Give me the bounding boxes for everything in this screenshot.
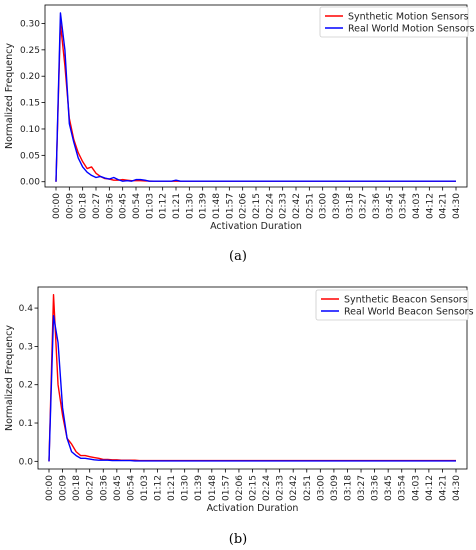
- x-tick-label: 00:00: [45, 475, 55, 501]
- x-tick-label: 00:54: [132, 193, 142, 219]
- x-tick-label: 00:36: [105, 193, 115, 219]
- x-tick-label: 02:24: [265, 193, 275, 219]
- x-tick-label: 01:03: [140, 475, 150, 501]
- y-tick-label: 0.3: [19, 342, 33, 352]
- x-tick-label: 01:30: [185, 193, 195, 219]
- x-tick-label: 00:45: [119, 193, 129, 219]
- x-tick-label: 00:09: [65, 193, 75, 219]
- x-tick-label: 03:18: [345, 193, 355, 219]
- y-axis: 0.0 0.1 0.2 0.3 0.4: [19, 304, 38, 467]
- x-tick-label: 02:51: [305, 193, 315, 219]
- x-axis: 00:00 00:09 00:18 00:27 00:36 00:45 00:54 01:03…: [52, 187, 462, 219]
- y-tick-label: 0.00: [20, 178, 40, 188]
- x-tick-label: 03:54: [398, 475, 408, 501]
- y-axis: 0.00 0.05 0.10 0.15 0.20 0.25 0.30: [20, 19, 45, 188]
- x-tick-label: 02:06: [239, 193, 249, 219]
- chart-a-caption: (a): [229, 249, 247, 264]
- legend-label: Real World Beacon Sensors: [344, 306, 474, 317]
- y-axis-title: Normalized Frequency: [4, 325, 15, 431]
- x-tick-label: 04:30: [452, 193, 462, 219]
- x-tick-label: 02:42: [289, 475, 299, 501]
- y-tick-label: 0.4: [19, 304, 34, 314]
- x-tick-label: 03:00: [319, 193, 329, 219]
- x-tick-label: 02:51: [303, 475, 313, 501]
- x-tick-label: 00:18: [79, 193, 89, 219]
- x-tick-label: 04:12: [425, 475, 435, 501]
- x-tick-label: 00:27: [92, 193, 102, 219]
- chart-b: 0.0 0.1 0.2 0.3 0.4 00:00 00:09 00:18 00:27 00:36…: [4, 286, 474, 514]
- y-tick-label: 0.25: [20, 46, 40, 56]
- legend-label: Synthetic Beacon Sensors: [344, 294, 468, 305]
- x-tick-label: 03:54: [399, 193, 409, 219]
- x-tick-label: 01:48: [212, 193, 222, 219]
- x-tick-label: 00:27: [86, 475, 96, 501]
- x-tick-label: 04:30: [452, 475, 462, 501]
- y-tick-label: 0.20: [20, 72, 40, 82]
- x-tick-label: 01:39: [194, 475, 204, 501]
- y-tick-label: 0.0: [19, 457, 34, 467]
- x-tick-label: 04:03: [411, 475, 421, 501]
- y-tick-label: 0.15: [20, 99, 40, 109]
- x-tick-label: 03:09: [332, 193, 342, 219]
- y-tick-label: 0.10: [20, 125, 40, 135]
- x-tick-label: 01:48: [208, 475, 218, 501]
- y-tick-label: 0.30: [20, 19, 40, 29]
- x-tick-label: 01:12: [154, 475, 164, 501]
- x-tick-label: 02:24: [262, 475, 272, 501]
- series-group: [48, 293, 456, 462]
- series-line-2: [48, 315, 456, 462]
- series-group: [55, 12, 456, 182]
- x-tick-label: 04:03: [412, 193, 422, 219]
- x-axis-title: Activation Duration: [207, 503, 299, 514]
- series-line-2: [55, 12, 456, 182]
- x-tick-label: 00:09: [59, 475, 69, 501]
- x-tick-label: 01:57: [221, 475, 231, 501]
- x-tick-label: 00:36: [99, 475, 109, 501]
- x-tick-label: 02:33: [279, 193, 289, 219]
- x-tick-label: 03:45: [384, 475, 394, 501]
- x-tick-label: 02:15: [249, 475, 259, 501]
- x-tick-label: 03:27: [357, 475, 367, 501]
- x-axis-title: Activation Duration: [210, 221, 302, 232]
- series-line-1: [55, 22, 456, 182]
- x-tick-label: 04:21: [438, 475, 448, 501]
- legend-label: Real World Motion Sensors: [348, 23, 475, 34]
- x-tick-label: 01:21: [167, 475, 177, 501]
- x-tick-label: 03:00: [316, 475, 326, 501]
- x-tick-label: 02:42: [292, 193, 302, 219]
- x-tick-label: 02:06: [235, 475, 245, 501]
- x-tick-label: 01:39: [199, 193, 209, 219]
- x-tick-label: 03:09: [330, 475, 340, 501]
- x-tick-label: 01:21: [172, 193, 182, 219]
- x-tick-label: 00:00: [52, 193, 62, 219]
- y-tick-label: 0.1: [19, 419, 33, 429]
- x-tick-label: 04:12: [425, 193, 435, 219]
- x-tick-label: 01:12: [159, 193, 169, 219]
- x-tick-label: 02:33: [276, 475, 286, 501]
- x-tick-label: 03:36: [372, 193, 382, 219]
- legend-label: Synthetic Motion Sensors: [348, 11, 469, 22]
- y-axis-title: Normalized Frequency: [4, 43, 15, 149]
- x-tick-label: 03:27: [359, 193, 369, 219]
- x-tick-label: 03:18: [343, 475, 353, 501]
- x-tick-label: 01:30: [181, 475, 191, 501]
- x-tick-label: 01:57: [225, 193, 235, 219]
- chart-b-caption: (b): [228, 532, 248, 547]
- x-tick-label: 00:45: [113, 475, 123, 501]
- x-tick-label: 00:54: [126, 475, 136, 501]
- y-tick-label: 0.2: [19, 381, 33, 391]
- x-tick-label: 03:45: [385, 193, 395, 219]
- x-tick-label: 04:21: [439, 193, 449, 219]
- x-tick-label: 01:03: [145, 193, 155, 219]
- x-tick-label: 03:36: [371, 475, 381, 501]
- y-tick-label: 0.05: [20, 151, 40, 161]
- x-tick-label: 00:18: [72, 475, 82, 501]
- x-tick-label: 02:15: [252, 193, 262, 219]
- x-axis: 00:00 00:09 00:18 00:27 00:36 00:45 00:54 01:03…: [45, 469, 462, 501]
